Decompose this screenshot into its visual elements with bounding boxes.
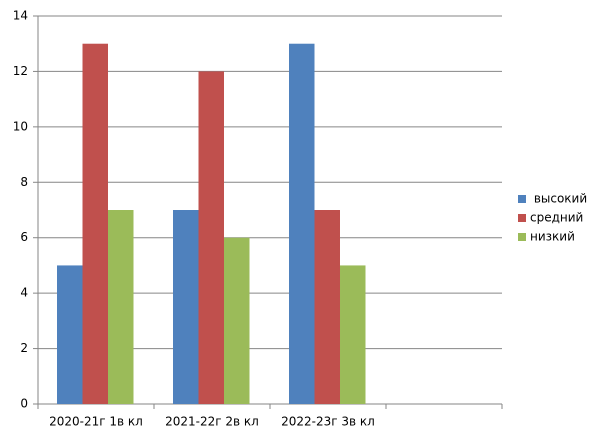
bar [289, 43, 315, 404]
y-tick-label: 0 [20, 397, 28, 411]
y-tick-label: 6 [20, 230, 28, 244]
bar [224, 237, 250, 404]
x-tick-label: 2021-22г 2в кл [165, 415, 259, 429]
legend-label: низкий [530, 230, 575, 244]
x-tick-label: 2020-21г 1в кл [49, 415, 143, 429]
bar [198, 71, 224, 404]
bar [173, 210, 199, 404]
legend-swatch [518, 195, 526, 203]
bar [82, 43, 108, 404]
legend-label: высокий [530, 192, 587, 206]
legend-swatch [518, 233, 526, 241]
y-tick-label: 10 [13, 119, 28, 133]
y-tick-label: 4 [20, 286, 28, 300]
bar [57, 265, 83, 404]
bar [340, 265, 366, 404]
bar [108, 210, 134, 404]
legend-swatch [518, 214, 526, 222]
legend-label: средний [530, 211, 583, 225]
x-tick-label: 2022-23г 3в кл [281, 415, 375, 429]
y-tick-label: 8 [20, 175, 28, 189]
bar [314, 210, 340, 404]
y-tick-label: 14 [13, 9, 28, 23]
y-tick-label: 12 [13, 64, 28, 78]
y-tick-label: 2 [20, 341, 28, 355]
